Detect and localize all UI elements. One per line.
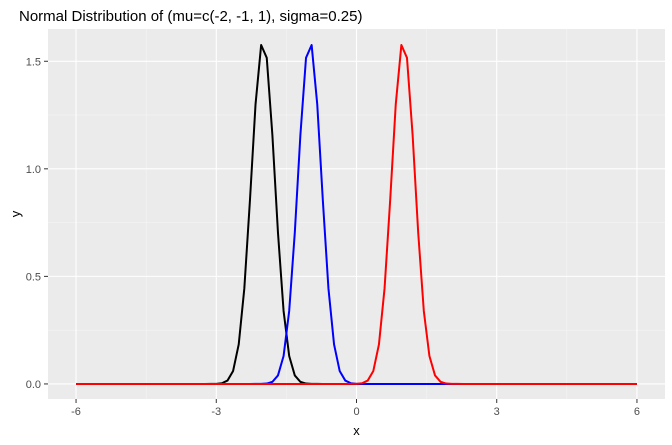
x-tick-label: -3 [211, 406, 221, 418]
y-tick-label: 0.5 [26, 271, 41, 283]
x-axis-tick-labels: -6 -3 0 3 6 [71, 406, 640, 418]
chart-title: Normal Distribution of (mu=c(-2, -1, 1),… [19, 8, 362, 25]
series-lines [76, 44, 637, 385]
y-tick-label: 1.5 [26, 56, 41, 68]
density-curve-mu-1 [76, 44, 637, 385]
y-axis-tick-labels: 0.0 0.5 1.0 1.5 [26, 56, 41, 391]
x-tick-label: 6 [634, 406, 640, 418]
x-tick-label: 3 [494, 406, 500, 418]
x-axis-title: x [353, 423, 360, 438]
x-tick-label: -6 [71, 406, 81, 418]
x-tick-label: 0 [353, 406, 359, 418]
y-tick-label: 1.0 [26, 164, 41, 176]
y-axis-title: y [8, 210, 23, 217]
y-tick-label: 0.0 [26, 379, 41, 391]
major-gridlines [48, 29, 665, 399]
axis-ticks [44, 60, 638, 403]
